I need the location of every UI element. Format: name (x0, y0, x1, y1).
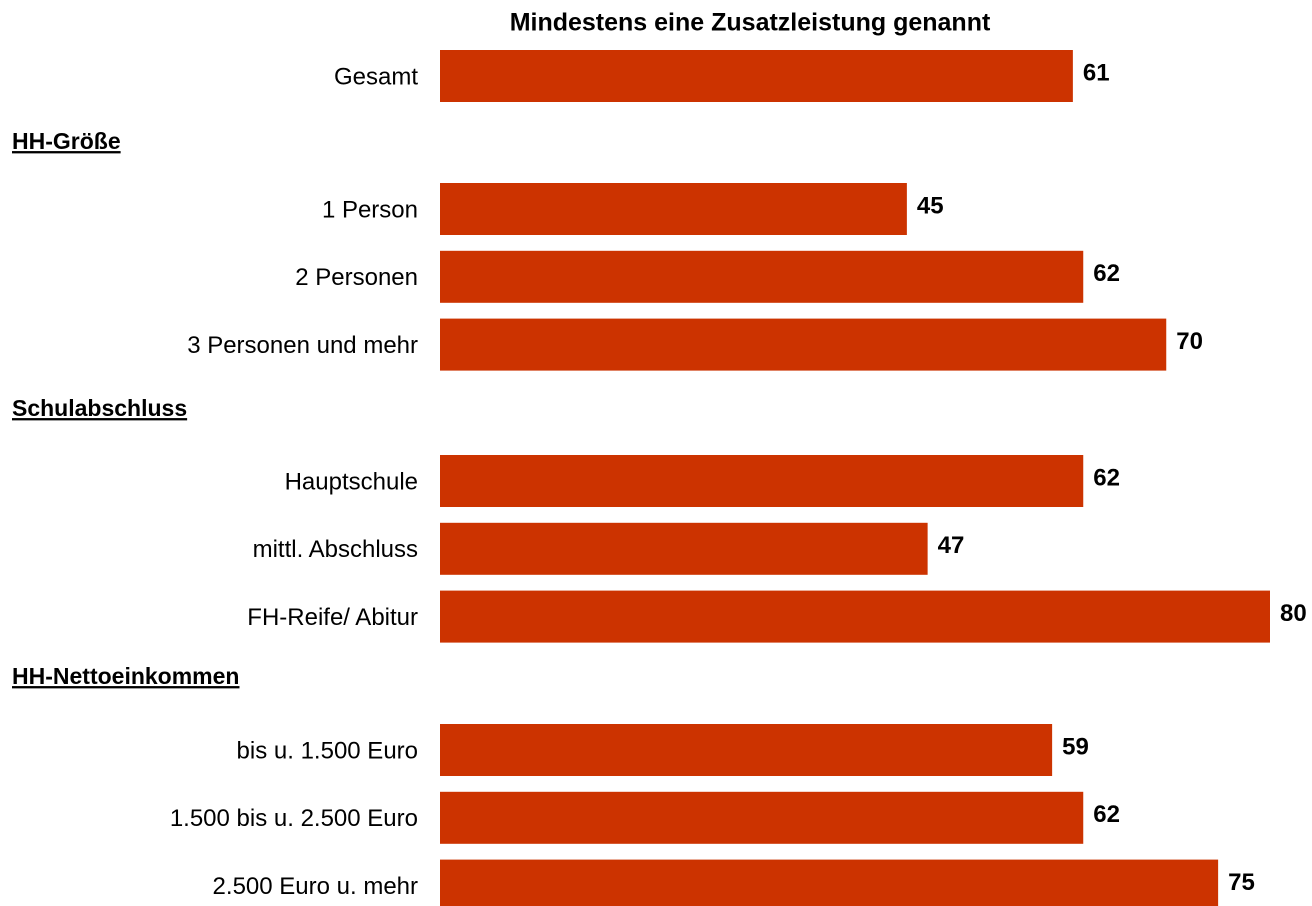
value-label: 47 (938, 532, 965, 559)
value-label: 62 (1093, 260, 1120, 287)
bar (440, 250, 1084, 303)
category-label: 1 Person (322, 196, 418, 223)
bar (440, 590, 1270, 643)
value-label: 62 (1093, 464, 1120, 491)
bar (440, 522, 928, 575)
bar (440, 791, 1084, 844)
group-header: Schulabschluss (12, 395, 187, 421)
category-label: bis u. 1.500 Euro (237, 737, 418, 764)
category-label: 2.500 Euro u. mehr (213, 873, 418, 900)
category-label: mittl. Abschluss (253, 536, 418, 563)
value-label: 75 (1228, 869, 1255, 896)
bar (440, 183, 907, 235)
value-label: 61 (1083, 59, 1110, 86)
bar (440, 50, 1073, 102)
bar (440, 455, 1084, 507)
category-label: 1.500 bis u. 2.500 Euro (170, 805, 418, 832)
value-label: 62 (1093, 801, 1120, 828)
value-label: 45 (917, 192, 944, 219)
category-label: 2 Personen (295, 264, 418, 291)
value-label: 59 (1062, 733, 1089, 760)
category-label: Gesamt (334, 63, 418, 90)
bar (440, 318, 1167, 371)
value-label: 80 (1280, 600, 1307, 627)
category-label: 3 Personen und mehr (187, 332, 418, 359)
group-header: HH-Nettoeinkommen (12, 663, 239, 689)
bar (440, 859, 1219, 906)
bar (440, 724, 1053, 776)
category-label: Hauptschule (285, 468, 418, 495)
category-label: FH-Reife/ Abitur (247, 604, 418, 631)
value-label: 70 (1176, 328, 1203, 355)
group-header: HH-Größe (12, 128, 121, 154)
chart-title: Mindestens eine Zusatzleistung genannt (510, 9, 991, 37)
